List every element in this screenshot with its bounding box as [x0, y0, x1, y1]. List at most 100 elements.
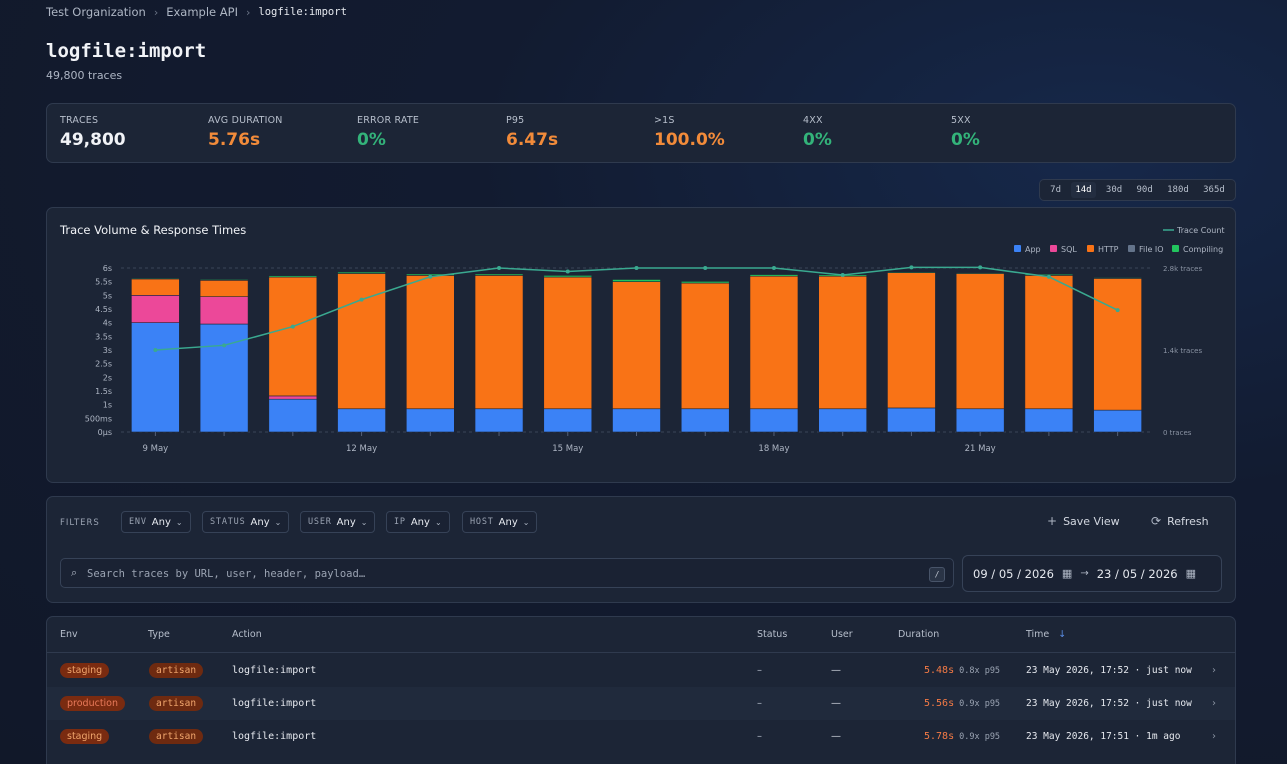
- env-badge: staging: [60, 663, 110, 678]
- bar-compiling: [199, 279, 249, 281]
- filter-ip[interactable]: IP Any ⌄: [386, 511, 450, 533]
- status-cell: –: [757, 654, 762, 687]
- chevron-right-icon[interactable]: ›: [1212, 731, 1216, 742]
- sort-desc-icon[interactable]: ↓: [1055, 629, 1067, 640]
- calendar-icon[interactable]: ▦: [1061, 567, 1073, 580]
- action-cell: logfile:import: [232, 687, 316, 720]
- arrow-right-icon: →: [1080, 568, 1089, 579]
- bar-http: [1093, 278, 1142, 411]
- column-header-status: Status: [757, 629, 787, 640]
- column-header-time[interactable]: Time ↓: [1026, 629, 1066, 640]
- stat-value: 49,800: [60, 130, 126, 150]
- breadcrumb-api[interactable]: Example API: [166, 5, 238, 19]
- range-option-30d[interactable]: 30d: [1105, 185, 1123, 195]
- column-label: User: [831, 629, 853, 640]
- y2-tick-label: 0 traces: [1163, 429, 1192, 437]
- date-range-picker[interactable]: 09 / 05 / 2026 ▦ → 23 / 05 / 2026 ▦: [962, 555, 1222, 592]
- x-tick-label: 18 May: [758, 444, 789, 454]
- range-option-14d[interactable]: 14d: [1071, 182, 1096, 198]
- legend-trace-count: Trace Count: [1176, 226, 1225, 235]
- column-label: Action: [232, 629, 262, 640]
- legend-swatch-app: [1014, 245, 1021, 252]
- chevron-right-icon: ›: [245, 5, 251, 19]
- refresh-button[interactable]: ⟳ Refresh: [1151, 514, 1209, 528]
- action-text: logfile:import: [232, 698, 317, 709]
- trace-count-point: [840, 273, 845, 278]
- y-tick-label: 3.5s: [95, 332, 112, 341]
- date-from[interactable]: 09 / 05 / 2026: [973, 566, 1054, 581]
- table-row[interactable]: production artisan logfile:import – — 5.56s 0.…: [47, 687, 1235, 720]
- y-tick-label: 1s: [103, 401, 112, 410]
- type-badge: artisan: [149, 663, 204, 678]
- range-option-180d[interactable]: 180d: [1167, 185, 1189, 195]
- filter-host[interactable]: HOST Any ⌄: [462, 511, 538, 533]
- bar-http: [405, 275, 455, 410]
- filter-env[interactable]: ENV Any ⌄: [121, 511, 191, 533]
- y-tick-label: 4s: [103, 319, 112, 328]
- stats-panel: TRACES 49,800 AVG DURATION 5.76s ERROR RATE 0…: [46, 103, 1236, 163]
- column-header-action: Action: [232, 629, 262, 640]
- date-to[interactable]: 23 / 05 / 2026: [1096, 566, 1178, 581]
- stat-traces: TRACES 49,800: [60, 115, 126, 150]
- chevron-right-icon[interactable]: ›: [1212, 665, 1216, 676]
- y-tick-label: 4.5s: [95, 305, 112, 314]
- bar-compiling: [131, 277, 180, 280]
- row-chevron: ›: [1212, 654, 1216, 687]
- row-chevron: ›: [1212, 687, 1216, 720]
- bar-compiling: [268, 275, 318, 278]
- filter-status[interactable]: STATUS Any ⌄: [202, 511, 290, 533]
- range-option-365d[interactable]: 365d: [1203, 185, 1225, 195]
- x-tick-label: 12 May: [346, 444, 377, 454]
- bar-app: [543, 408, 593, 433]
- status-cell: –: [757, 720, 762, 753]
- y2-tick-label: 1.4k traces: [1163, 347, 1202, 355]
- bar-sql: [199, 296, 249, 325]
- stat-label: 4XX: [803, 115, 823, 126]
- table-row[interactable]: staging artisan logfile:import – — 5.48s 0.8x …: [47, 654, 1235, 687]
- time-range-selector: 7d 14d 30d 90d 180d 365d: [1039, 179, 1236, 201]
- trace-count-point: [565, 269, 570, 274]
- user-text: —: [831, 665, 841, 676]
- bar-app: [955, 408, 1005, 433]
- filter-value: Any: [336, 516, 356, 528]
- stat-value: 100.0%: [654, 130, 725, 150]
- trace-count-point: [909, 265, 914, 270]
- action-cell: logfile:import: [232, 720, 316, 753]
- chevron-right-icon: ›: [153, 5, 159, 19]
- trace-count-point: [1115, 308, 1120, 313]
- filters-panel: FILTERS ENV Any ⌄ STATUS Any ⌄ USER Any ⌄ IP Any ⌄ H…: [46, 496, 1236, 603]
- column-header-duration: Duration: [898, 629, 939, 640]
- column-label: Duration: [898, 629, 940, 640]
- bar-http: [749, 275, 799, 410]
- chart-title: Trace Volume & Response Times: [60, 223, 247, 237]
- env-cell: staging: [60, 654, 110, 687]
- time-text: 23 May 2026, 17:52 · just now: [1026, 665, 1192, 676]
- filter-user[interactable]: USER Any ⌄: [300, 511, 376, 533]
- time-text: 23 May 2026, 17:51 · 1m ago: [1026, 731, 1181, 742]
- y-tick-label: 5s: [103, 291, 112, 300]
- breadcrumb-org[interactable]: Test Organization: [46, 5, 146, 19]
- bar-compiling: [612, 279, 661, 282]
- chevron-right-icon[interactable]: ›: [1212, 698, 1216, 709]
- save-view-button[interactable]: + Save View: [1047, 514, 1120, 528]
- row-chevron: ›: [1212, 720, 1216, 753]
- chevron-down-icon: ⌄: [522, 517, 530, 527]
- calendar-icon[interactable]: ▦: [1185, 567, 1197, 580]
- plus-icon: +: [1047, 514, 1058, 528]
- stat-p95: P95 6.47s: [506, 115, 558, 150]
- range-option-7d[interactable]: 7d: [1050, 185, 1061, 195]
- search-input[interactable]: [87, 565, 907, 582]
- action-text: logfile:import: [232, 665, 317, 676]
- range-option-90d[interactable]: 90d: [1136, 185, 1153, 195]
- x-tick-label: 21 May: [965, 444, 996, 454]
- stat-label: AVG DURATION: [208, 115, 283, 126]
- bar-app: [474, 408, 524, 433]
- bar-http: [612, 281, 661, 410]
- env-badge: staging: [60, 729, 110, 744]
- bar-compiling: [680, 281, 730, 284]
- table-row[interactable]: staging artisan logfile:import – — 5.78s 0.9x …: [47, 720, 1235, 753]
- type-badge: artisan: [149, 696, 204, 711]
- duration-cell: 5.78s 0.9x p95: [924, 720, 1000, 753]
- type-badge: artisan: [149, 729, 204, 744]
- x-tick-label: 9 May: [143, 444, 169, 454]
